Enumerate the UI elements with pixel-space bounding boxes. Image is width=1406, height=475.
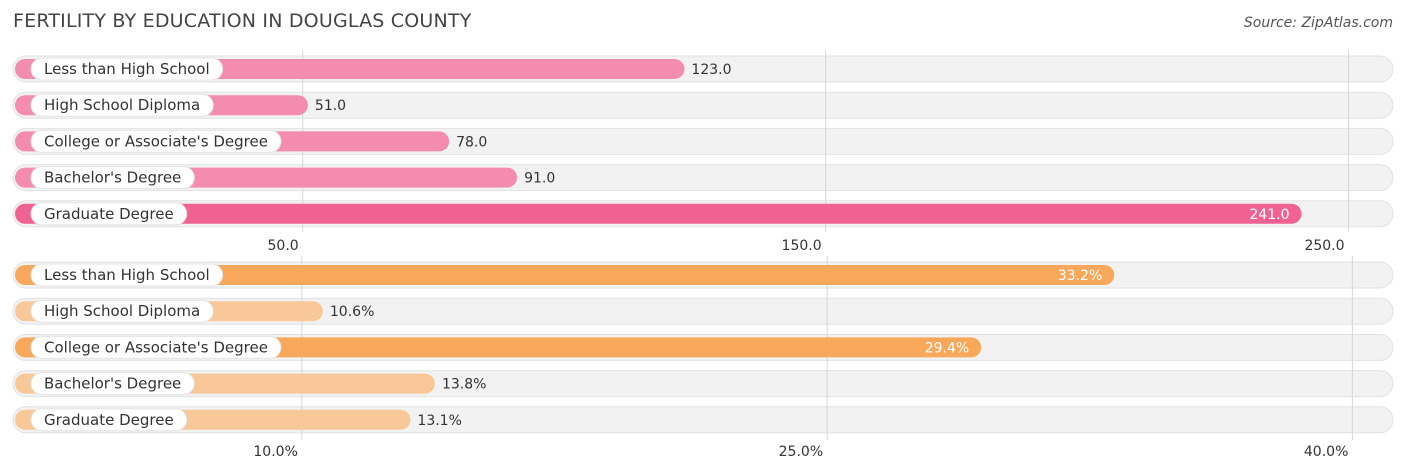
category-pill xyxy=(30,93,214,117)
category-pill xyxy=(30,263,224,287)
value-label: 33.2% xyxy=(1058,268,1102,284)
category-pill xyxy=(30,335,282,359)
category-pill xyxy=(30,372,195,396)
chart-panel-2: Less than High School 33.2% High School Di… xyxy=(12,256,1394,460)
row-background xyxy=(12,297,1394,325)
tick-label: 150.0 xyxy=(782,238,822,254)
tick-label: 250.0 xyxy=(1304,238,1344,254)
bar xyxy=(15,265,1115,285)
category-label: Graduate Degree xyxy=(44,411,174,429)
category-label: High School Diploma xyxy=(44,96,200,114)
value-label: 10.6% xyxy=(330,304,374,320)
category-pill xyxy=(30,166,195,190)
category-pill xyxy=(30,408,188,432)
tick-label: 10.0% xyxy=(253,444,297,460)
chart-panel-1: Less than High School 123.0 High School Di… xyxy=(12,50,1394,254)
category-pill xyxy=(30,57,224,81)
value-label: 29.4% xyxy=(925,340,969,356)
value-label: 91.0 xyxy=(524,171,555,187)
value-label: 51.0 xyxy=(315,98,346,114)
chart-title: FERTILITY BY EDUCATION IN DOUGLAS COUNTY xyxy=(13,10,472,32)
value-label: 123.0 xyxy=(691,62,731,78)
category-label: Graduate Degree xyxy=(44,205,174,223)
category-pill xyxy=(30,202,188,226)
category-label: College or Associate's Degree xyxy=(44,338,268,356)
tick-label: 40.0% xyxy=(1304,444,1348,460)
value-label: 241.0 xyxy=(1249,207,1289,223)
category-label: Bachelor's Degree xyxy=(44,169,181,187)
value-label: 78.0 xyxy=(456,134,487,150)
category-label: Less than High School xyxy=(44,266,210,284)
category-label: College or Associate's Degree xyxy=(44,132,268,150)
category-label: Less than High School xyxy=(44,60,210,78)
category-label: Bachelor's Degree xyxy=(44,375,181,393)
tick-label: 25.0% xyxy=(779,444,823,460)
source-note: Source: ZipAtlas.com xyxy=(1243,15,1393,31)
row-background xyxy=(12,91,1394,119)
value-label: 13.1% xyxy=(417,413,461,429)
bar xyxy=(15,203,1302,224)
value-label: 13.8% xyxy=(442,377,486,393)
category-pill xyxy=(30,299,214,323)
category-label: High School Diploma xyxy=(44,302,200,320)
category-pill xyxy=(30,129,282,153)
tick-label: 50.0 xyxy=(268,238,299,254)
